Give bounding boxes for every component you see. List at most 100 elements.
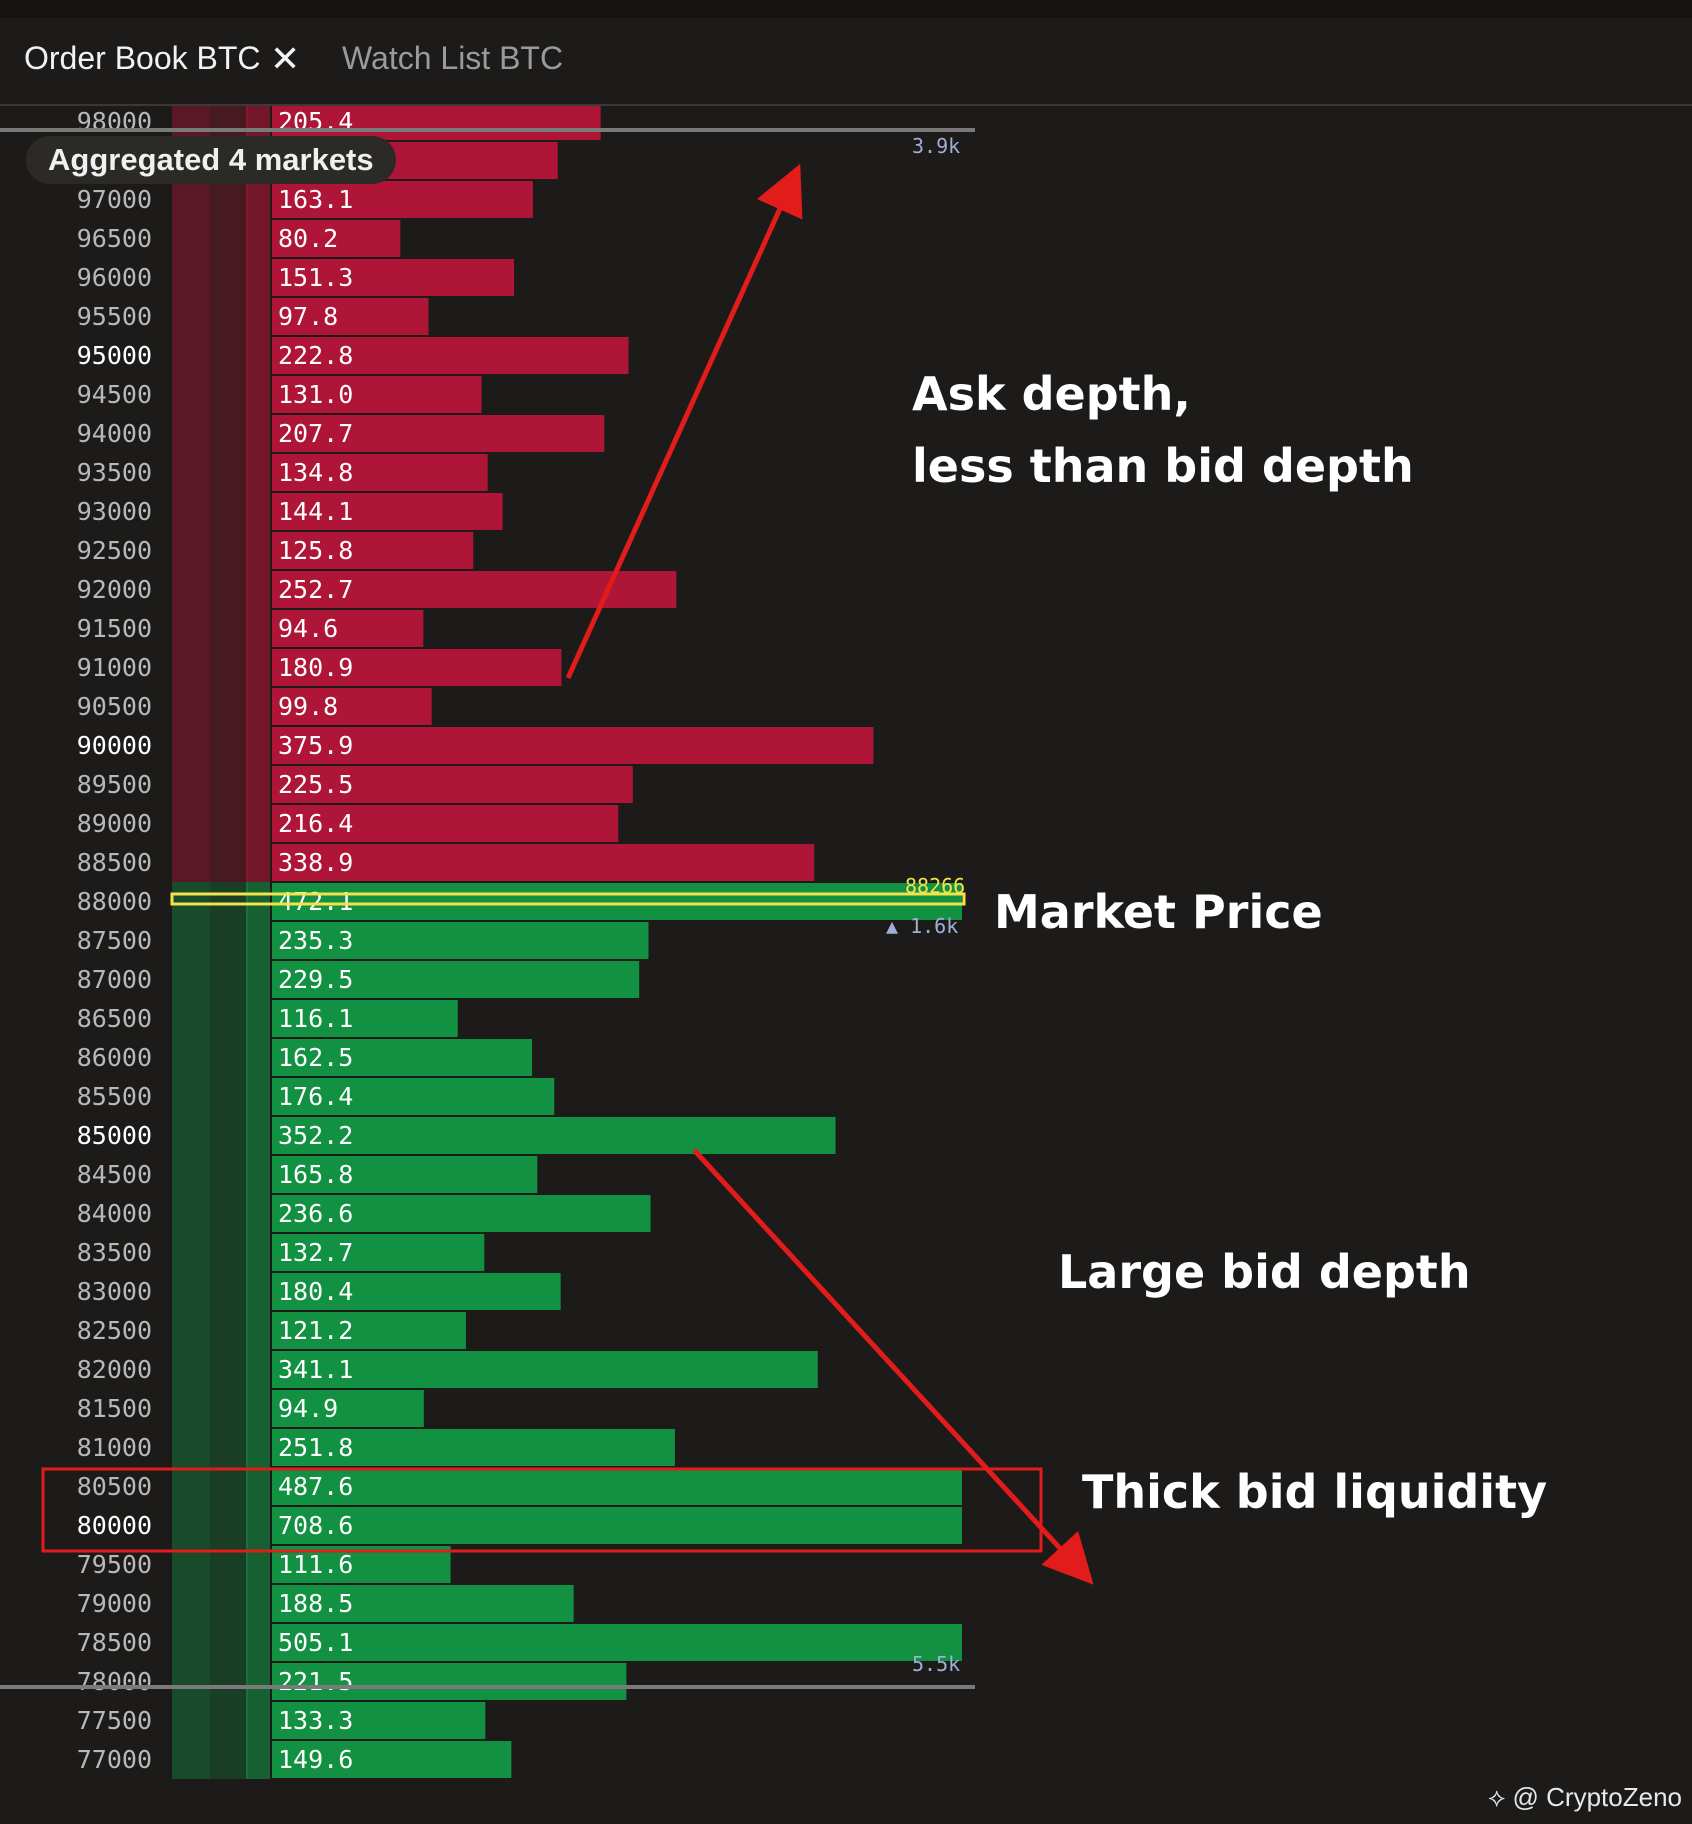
size-bar bbox=[272, 922, 649, 959]
size-bar bbox=[272, 961, 640, 998]
price-label: 89000 bbox=[77, 809, 152, 838]
size-label: 94.9 bbox=[278, 1394, 338, 1423]
watermark: ⟡ @ CryptoZeno bbox=[1488, 1782, 1682, 1814]
heat-cell bbox=[210, 1623, 248, 1662]
price-label: 92500 bbox=[77, 536, 152, 565]
size-label: 207.7 bbox=[278, 419, 353, 448]
size-bar bbox=[272, 376, 482, 413]
size-label: 235.3 bbox=[278, 926, 353, 955]
price-label: 80000 bbox=[77, 1511, 152, 1540]
size-bar bbox=[272, 1312, 466, 1349]
heat-cell bbox=[246, 1506, 270, 1545]
heat-cell bbox=[246, 960, 270, 999]
size-label: 708.6 bbox=[278, 1511, 353, 1540]
heat-cell bbox=[246, 921, 270, 960]
heat-cell bbox=[172, 492, 210, 531]
close-icon[interactable]: ✕ bbox=[270, 38, 301, 79]
size-bar bbox=[272, 493, 503, 530]
size-bar bbox=[272, 610, 424, 647]
price-label: 95500 bbox=[77, 302, 152, 331]
heat-cell bbox=[246, 1155, 270, 1194]
price-label: 82500 bbox=[77, 1316, 152, 1345]
size-label: 99.8 bbox=[278, 692, 338, 721]
size-label: 132.7 bbox=[278, 1238, 353, 1267]
heat-cell bbox=[246, 1389, 270, 1428]
size-bar bbox=[272, 298, 429, 335]
heat-cell bbox=[246, 999, 270, 1038]
order-book-row: 93000 144.1 bbox=[77, 492, 503, 531]
heat-cell bbox=[210, 609, 248, 648]
size-bar bbox=[272, 532, 474, 569]
heat-cell bbox=[172, 1506, 210, 1545]
heat-cell bbox=[210, 1155, 248, 1194]
price-label: 89500 bbox=[77, 770, 152, 799]
order-book-row: 89500 225.5 bbox=[77, 765, 633, 804]
size-bar bbox=[272, 1000, 458, 1037]
ask-depth-cap: 3.9k bbox=[912, 134, 961, 158]
heat-cell bbox=[246, 106, 270, 141]
tab-order-book[interactable]: Order Book BTC bbox=[24, 40, 261, 76]
heat-cell bbox=[172, 258, 210, 297]
heat-cell bbox=[246, 1311, 270, 1350]
price-label: 96500 bbox=[77, 224, 152, 253]
size-bar bbox=[272, 1507, 962, 1544]
heat-cell bbox=[210, 1272, 248, 1311]
size-bar bbox=[272, 220, 401, 257]
heat-cell bbox=[172, 1116, 210, 1155]
heat-cell bbox=[246, 1428, 270, 1467]
ask-annotation-line-1: Ask depth, bbox=[912, 367, 1191, 421]
heat-cell bbox=[172, 1194, 210, 1233]
order-book-row: 79500 111.6 bbox=[77, 1545, 451, 1584]
tab-watch-list[interactable]: Watch List BTC bbox=[342, 40, 564, 76]
market-price-annotation: Market Price bbox=[994, 885, 1323, 939]
size-label: 176.4 bbox=[278, 1082, 353, 1111]
order-book-row: 87500 235.3 bbox=[77, 921, 649, 960]
heat-cell bbox=[246, 492, 270, 531]
price-label: 78000 bbox=[77, 1667, 152, 1696]
heat-cell bbox=[210, 1467, 248, 1506]
heat-cell bbox=[246, 1233, 270, 1272]
heat-cell bbox=[246, 570, 270, 609]
size-label: 236.6 bbox=[278, 1199, 353, 1228]
heat-cell bbox=[246, 531, 270, 570]
heat-cell bbox=[172, 1311, 210, 1350]
order-book-row: 78000 221.5 bbox=[77, 1662, 627, 1701]
size-label: 487.6 bbox=[278, 1472, 353, 1501]
thick-bid-annotation: Thick bid liquidity bbox=[1082, 1465, 1548, 1519]
market-price-value: 88266 bbox=[905, 874, 966, 898]
heat-cell bbox=[246, 1116, 270, 1155]
heat-cell bbox=[210, 1311, 248, 1350]
size-label: 338.9 bbox=[278, 848, 353, 877]
price-label: 91000 bbox=[77, 653, 152, 682]
market-price-change: ▲ 1.6k bbox=[886, 914, 959, 938]
size-bar bbox=[272, 1702, 486, 1739]
heat-cell bbox=[172, 297, 210, 336]
heat-cell bbox=[172, 106, 210, 141]
order-book-row: 84000 236.6 bbox=[77, 1194, 651, 1233]
heat-cell bbox=[210, 726, 248, 765]
aggregated-markets-badge[interactable]: Aggregated 4 markets bbox=[26, 136, 396, 184]
size-bar bbox=[272, 649, 562, 686]
size-bar bbox=[272, 688, 432, 725]
price-label: 79500 bbox=[77, 1550, 152, 1579]
heat-cell bbox=[172, 1545, 210, 1584]
heat-cell bbox=[246, 765, 270, 804]
heat-cell bbox=[246, 843, 270, 882]
heat-cell bbox=[210, 882, 248, 921]
price-label: 84000 bbox=[77, 1199, 152, 1228]
size-label: 252.7 bbox=[278, 575, 353, 604]
heat-cell bbox=[210, 336, 248, 375]
order-book-row: 81000 251.8 bbox=[77, 1428, 675, 1467]
size-bar bbox=[272, 1273, 561, 1310]
heat-cell bbox=[210, 297, 248, 336]
size-bar bbox=[272, 727, 874, 764]
size-bar bbox=[272, 181, 533, 218]
order-book-row: 95000 222.8 bbox=[77, 336, 629, 375]
heat-cell bbox=[246, 1272, 270, 1311]
order-book-row: 79000 188.5 bbox=[77, 1584, 574, 1623]
order-book-row: 86000 162.5 bbox=[77, 1038, 532, 1077]
price-label: 87500 bbox=[77, 926, 152, 955]
heat-cell bbox=[210, 648, 248, 687]
heat-cell bbox=[246, 1038, 270, 1077]
heat-cell bbox=[210, 1740, 248, 1779]
